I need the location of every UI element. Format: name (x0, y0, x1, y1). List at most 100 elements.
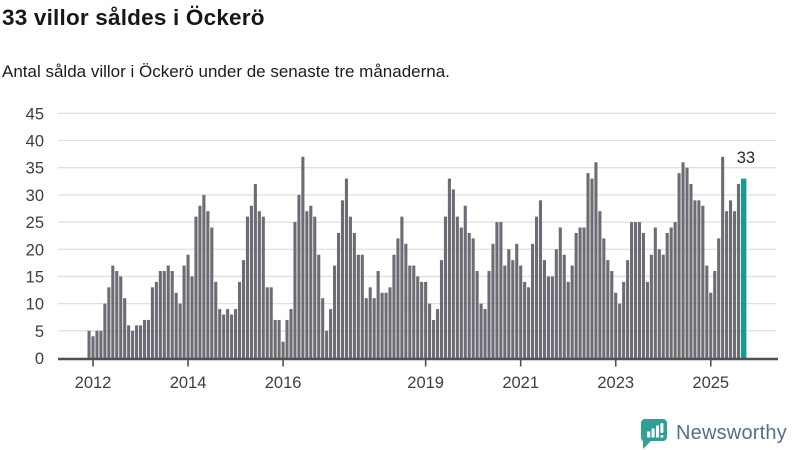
bar (170, 271, 174, 358)
bar (253, 184, 257, 358)
bar (424, 281, 428, 358)
bar (736, 184, 741, 358)
bar (570, 265, 574, 358)
bar (174, 292, 178, 358)
bar (408, 265, 412, 358)
bar (293, 222, 297, 358)
bar (661, 254, 665, 358)
bar (483, 309, 487, 358)
bar (550, 276, 554, 358)
bar (146, 319, 150, 358)
bar (447, 178, 451, 358)
bar (344, 178, 348, 358)
bar (388, 287, 392, 358)
bar (162, 271, 166, 358)
bar (594, 162, 598, 358)
bar (602, 238, 606, 358)
bar (693, 200, 697, 358)
bar (645, 281, 649, 358)
bar (115, 271, 119, 358)
y-axis-tick-label: 25 (26, 214, 44, 232)
bar (158, 271, 162, 358)
bar (111, 265, 115, 358)
x-axis-year-label: 2012 (75, 374, 112, 392)
bar (459, 227, 463, 358)
bar (281, 341, 285, 358)
bar (257, 211, 261, 358)
y-axis-tick-label: 35 (26, 160, 44, 178)
bar (527, 287, 531, 358)
bar (360, 254, 364, 358)
bar (178, 303, 182, 358)
bar (725, 211, 729, 358)
page-title: 33 villor såldes i Öckerö (2, 5, 265, 30)
bar (420, 281, 424, 358)
bar (372, 298, 376, 358)
highlighted-bar (740, 178, 747, 358)
bar (305, 211, 309, 358)
bar (261, 216, 265, 358)
logo-text: Newsworthy (676, 421, 787, 444)
bar (515, 243, 519, 358)
bar (721, 156, 725, 358)
bar (380, 292, 384, 358)
bar (586, 173, 590, 358)
bar (633, 222, 638, 358)
bar (376, 271, 380, 358)
y-axis-tick-label: 40 (26, 133, 44, 151)
bar (562, 254, 566, 358)
bar (99, 330, 103, 358)
y-axis-tick-label: 10 (26, 296, 44, 314)
bar (269, 287, 273, 358)
bar (467, 232, 471, 358)
bar (95, 330, 99, 358)
bar (618, 303, 622, 358)
bar (542, 260, 546, 358)
bar (523, 281, 527, 358)
bar (713, 271, 717, 358)
bar (531, 243, 535, 358)
bar (313, 216, 317, 358)
bar (348, 216, 352, 358)
bar (325, 330, 329, 358)
bar (309, 205, 313, 358)
bar (479, 303, 483, 358)
bar (649, 254, 653, 358)
y-axis-tick-label: 45 (26, 105, 44, 123)
bar (186, 254, 190, 358)
bar (241, 260, 246, 358)
newsworthy-logo[interactable]: Newsworthy (641, 416, 800, 450)
bar (210, 227, 214, 358)
bar (416, 276, 420, 358)
y-axis-tick-label: 30 (26, 187, 44, 205)
bar (451, 189, 455, 358)
bar (566, 281, 570, 358)
bar (237, 281, 242, 358)
bar (709, 292, 713, 358)
bar (685, 167, 689, 358)
bar (333, 265, 337, 358)
bar (669, 227, 673, 358)
bar (182, 265, 186, 358)
bar (443, 216, 447, 358)
bar (590, 178, 594, 358)
bar (107, 287, 111, 358)
bar (534, 216, 539, 358)
bar (273, 319, 277, 358)
bar (519, 265, 523, 358)
bar (558, 227, 562, 358)
bar (321, 298, 325, 358)
bar (206, 211, 210, 358)
bar (491, 243, 495, 358)
bar (396, 238, 400, 358)
bar (626, 260, 630, 358)
y-axis-tick-label: 15 (26, 268, 44, 286)
bar (503, 265, 507, 358)
bar (499, 222, 503, 358)
bar (329, 309, 333, 358)
bar (554, 249, 558, 358)
bar (701, 205, 705, 358)
bar (190, 276, 194, 358)
bar (630, 222, 634, 358)
